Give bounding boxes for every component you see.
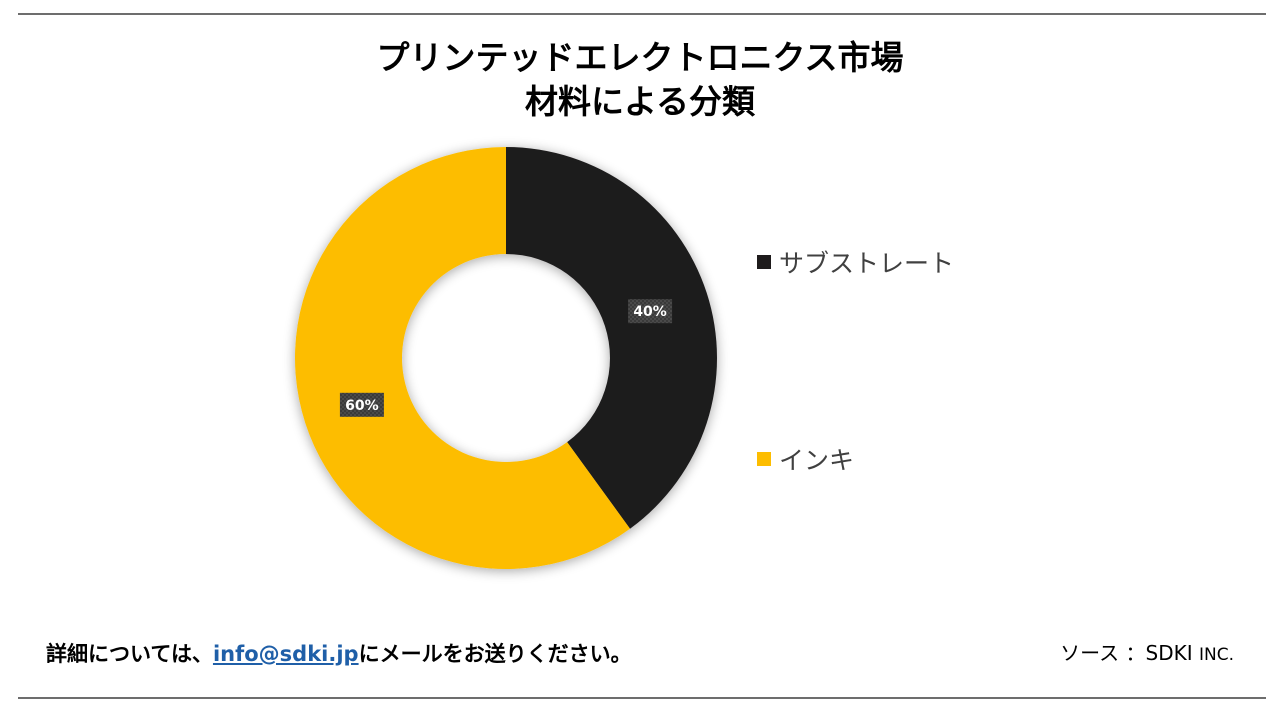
source-inc: INC. <box>1198 645 1234 665</box>
source-note: ソース ：SDKI INC. <box>1060 637 1234 666</box>
data-label-substrate: 40% <box>628 299 673 324</box>
bottom-divider <box>18 697 1266 699</box>
data-label-box <box>628 299 673 324</box>
data-label-text: 40% <box>633 304 667 320</box>
data-label-box <box>339 392 384 417</box>
source-label: ソース ： <box>1060 641 1146 665</box>
legend-label-ink: インキ <box>779 446 855 475</box>
donut-slice-ink <box>294 147 631 569</box>
top-divider <box>18 13 1266 15</box>
legend-item-ink: インキ <box>757 441 854 477</box>
legend-swatch-substrate <box>757 255 771 269</box>
chart-subtitle: 材料による分類 <box>524 82 755 121</box>
chart-title-line-1: プリンテッドエレクトロニクス市場 <box>376 38 904 77</box>
donut-slice-substrate <box>506 147 717 529</box>
source-name: SDKI <box>1145 641 1193 665</box>
data-label-text: 60% <box>345 398 379 414</box>
legend-swatch-ink <box>757 452 771 466</box>
legend-item-substrate: サブストレート <box>757 244 954 280</box>
contact-email-link[interactable]: info@sdki.jp <box>212 642 359 666</box>
contact-note: 詳細については、info@sdki.jpにメールをお送りください。 <box>46 638 632 668</box>
chart-title: プリンテッドエレクトロニクス市場 材料による分類 <box>0 36 1280 124</box>
legend-label-substrate: サブストレート <box>779 249 955 278</box>
contact-suffix: にメールをお送りください。 <box>358 642 632 666</box>
contact-prefix: 詳細については、 <box>46 642 213 666</box>
data-label-ink: 60% <box>339 392 384 417</box>
